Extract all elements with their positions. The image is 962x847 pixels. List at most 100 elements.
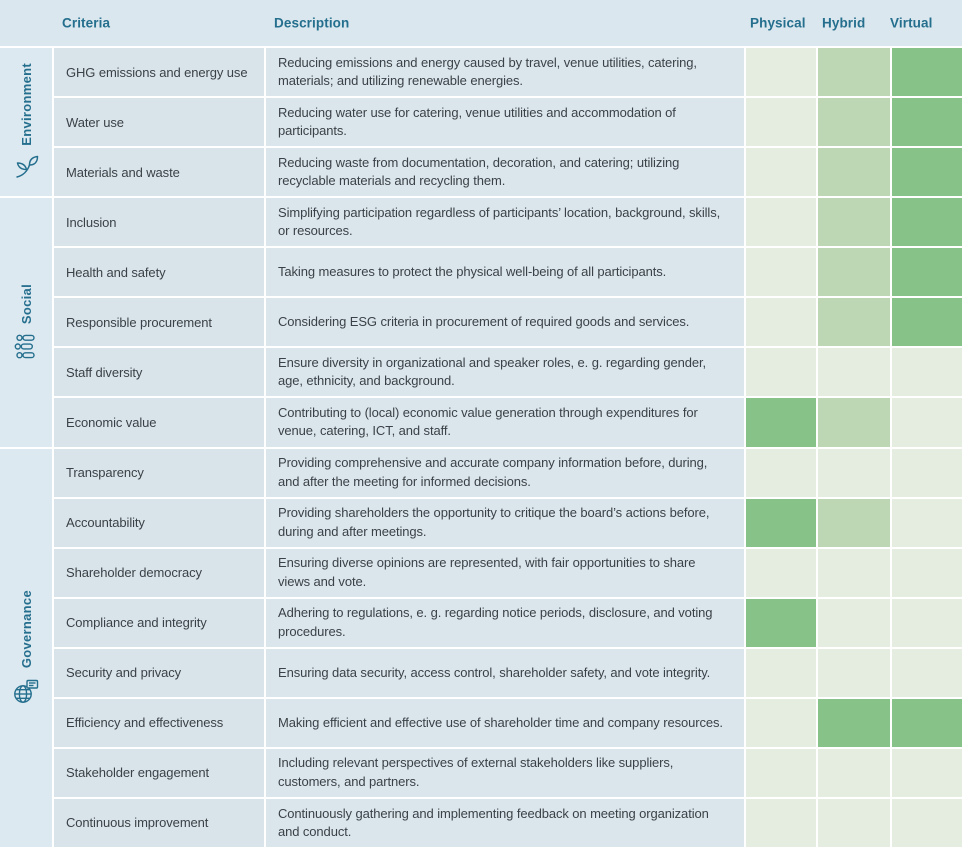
description-cell: Considering ESG criteria in procurement …	[266, 298, 744, 347]
rating-cell-hybrid	[818, 498, 890, 547]
rating-cell-hybrid	[818, 598, 890, 647]
description-cell: Providing shareholders the opportunity t…	[266, 498, 744, 547]
description-cell: Making efficient and effective use of sh…	[266, 698, 744, 747]
rating-cell-physical	[746, 98, 816, 147]
criteria-cell: Transparency	[54, 448, 264, 497]
criteria-cell: Water use	[54, 98, 264, 147]
rating-cell-physical	[746, 498, 816, 547]
description-text: Considering ESG criteria in procurement …	[278, 314, 690, 330]
description-cell: Ensuring diverse opinions are represente…	[266, 548, 744, 597]
criteria-cell: Accountability	[54, 498, 264, 547]
globe-icon	[12, 677, 40, 705]
description-cell: Adhering to regulations, e. g. regarding…	[266, 598, 744, 647]
description-cell: Including relevant perspectives of exter…	[266, 748, 744, 797]
rating-cell-virtual	[892, 698, 962, 747]
description-cell: Taking measures to protect the physical …	[266, 248, 744, 297]
column-header-physical: Physical	[750, 15, 806, 31]
column-header-description: Description	[274, 15, 350, 31]
rating-cell-hybrid	[818, 398, 890, 447]
description-text: Simplifying participation regardless of …	[278, 204, 721, 239]
criteria-cell: Security and privacy	[54, 648, 264, 697]
rating-cell-virtual	[892, 398, 962, 447]
rating-cell-physical	[746, 748, 816, 797]
rating-cell-virtual	[892, 98, 962, 147]
description-text: Including relevant perspectives of exter…	[278, 755, 674, 789]
rating-cell-hybrid	[818, 148, 890, 197]
rating-cell-hybrid	[818, 348, 890, 397]
criteria-cell: Continuous improvement	[54, 798, 264, 847]
rating-cell-hybrid	[818, 548, 890, 597]
description-cell: Ensure diversity in organizational and s…	[266, 348, 744, 397]
rating-cell-virtual	[892, 598, 962, 647]
section-label: Governance	[18, 590, 34, 669]
description-text: Contributing to (local) economic value g…	[278, 405, 698, 439]
people-icon	[13, 333, 39, 360]
rating-cell-physical	[746, 598, 816, 647]
rating-cell-physical	[746, 348, 816, 397]
description-cell: Reducing emissions and energy caused by …	[266, 48, 744, 97]
rating-cell-hybrid	[818, 248, 890, 297]
rating-cell-hybrid	[818, 798, 890, 847]
section-sidebar-environment: Environment	[0, 48, 52, 197]
rating-cell-virtual	[892, 648, 962, 697]
description-text: Reducing waste from documentation, decor…	[278, 154, 680, 189]
rating-cell-physical	[746, 148, 816, 197]
description-text: Ensuring data security, access control, …	[278, 664, 711, 680]
rating-cell-virtual	[892, 348, 962, 397]
rating-cell-hybrid	[818, 698, 890, 747]
criteria-cell: Economic value	[54, 398, 264, 447]
description-text: Ensuring diverse opinions are represente…	[278, 555, 696, 589]
rating-cell-virtual	[892, 48, 962, 97]
description-cell: Providing comprehensive and accurate com…	[266, 448, 744, 497]
leaf-icon	[13, 154, 40, 181]
description-cell: Ensuring data security, access control, …	[266, 648, 744, 697]
criteria-cell: GHG emissions and energy use	[54, 48, 264, 97]
rating-cell-physical	[746, 248, 816, 297]
rating-cell-hybrid	[818, 648, 890, 697]
rating-cell-virtual	[892, 198, 962, 247]
rating-cell-virtual	[892, 498, 962, 547]
section-label: Environment	[18, 62, 34, 146]
rating-cell-hybrid	[818, 48, 890, 97]
rating-cell-virtual	[892, 298, 962, 347]
description-cell: Reducing waste from documentation, decor…	[266, 148, 744, 197]
column-header-hybrid: Hybrid	[822, 15, 866, 31]
criteria-cell: Compliance and integrity	[54, 598, 264, 647]
rating-cell-physical	[746, 298, 816, 347]
table-header-row: Criteria Description Physical Hybrid Vir…	[0, 0, 962, 46]
rating-cell-virtual	[892, 798, 962, 847]
description-cell: Simplifying participation regardless of …	[266, 198, 744, 247]
rating-cell-virtual	[892, 148, 962, 197]
rating-cell-virtual	[892, 748, 962, 797]
description-text: Making efficient and effective use of sh…	[278, 714, 723, 730]
description-text: Providing shareholders the opportunity t…	[278, 505, 710, 539]
description-cell: Reducing water use for catering, venue u…	[266, 98, 744, 147]
criteria-cell: Inclusion	[54, 198, 264, 247]
description-text: Reducing water use for catering, venue u…	[278, 104, 676, 139]
rating-cell-physical	[746, 448, 816, 497]
rating-cell-physical	[746, 48, 816, 97]
rating-cell-hybrid	[818, 748, 890, 797]
description-cell: Continuously gathering and implementing …	[266, 798, 744, 847]
column-header-virtual: Virtual	[890, 15, 933, 31]
column-header-criteria: Criteria	[62, 15, 111, 31]
section-label: Social	[18, 284, 34, 325]
criteria-cell: Responsible procurement	[54, 298, 264, 347]
rating-cell-hybrid	[818, 448, 890, 497]
rating-cell-virtual	[892, 448, 962, 497]
rating-cell-virtual	[892, 548, 962, 597]
rating-cell-virtual	[892, 248, 962, 297]
rating-cell-physical	[746, 198, 816, 247]
criteria-cell: Stakeholder engagement	[54, 748, 264, 797]
rating-cell-hybrid	[818, 298, 890, 347]
section-sidebar-governance: Governance	[0, 448, 52, 847]
description-text: Continuously gathering and implementing …	[278, 805, 709, 839]
description-text: Adhering to regulations, e. g. regarding…	[278, 605, 713, 639]
rating-cell-physical	[746, 548, 816, 597]
description-text: Providing comprehensive and accurate com…	[278, 455, 708, 489]
rating-cell-hybrid	[818, 98, 890, 147]
description-cell: Contributing to (local) economic value g…	[266, 398, 744, 447]
criteria-cell: Shareholder democracy	[54, 548, 264, 597]
description-text: Reducing emissions and energy caused by …	[278, 54, 697, 89]
